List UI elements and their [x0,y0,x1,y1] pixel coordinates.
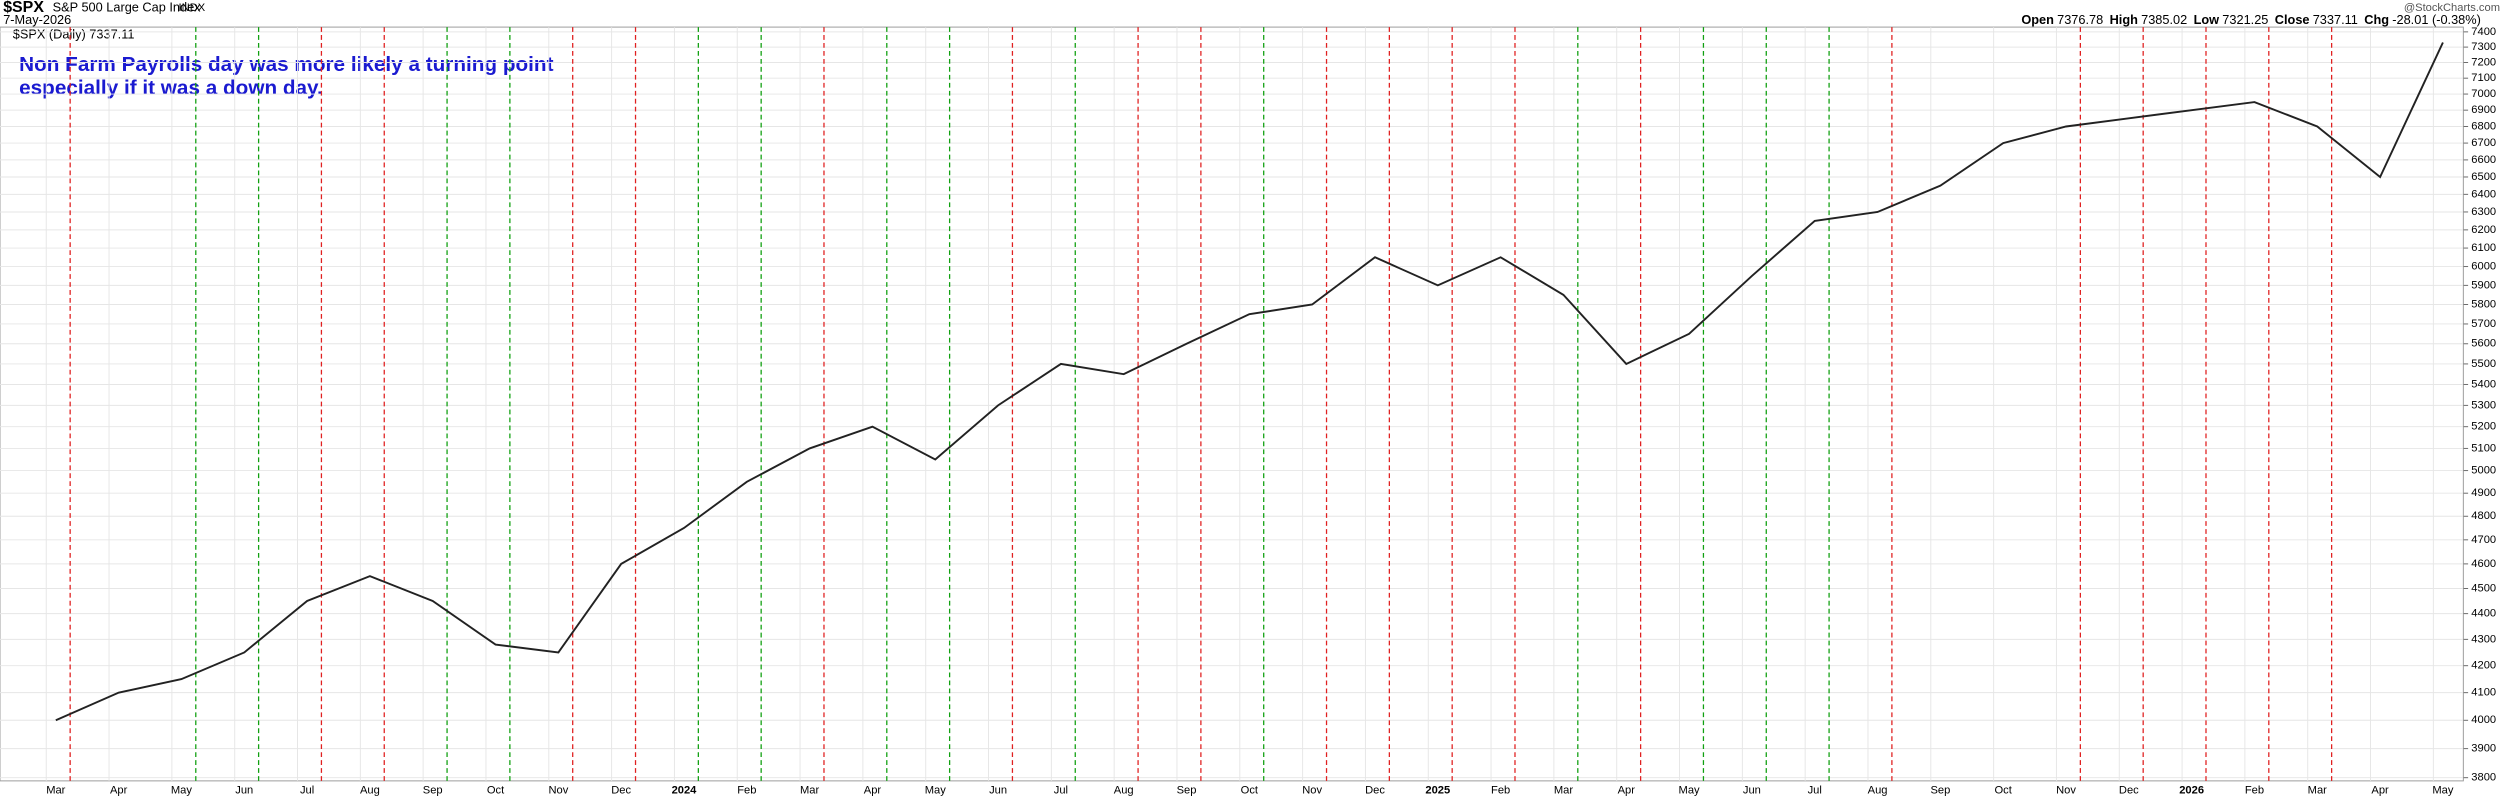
y-tick-label: 4600 [2471,558,2496,570]
y-tick-label: 5500 [2471,358,2496,370]
y-tick-label: 5800 [2471,298,2496,310]
x-tick-label: 2026 [2179,784,2204,796]
x-tick-label: Nov [1302,784,1322,796]
x-tick-label: Dec [2119,784,2139,796]
x-tick-label: 2025 [1425,784,1450,796]
annotation: especially if it was a down day. [19,77,323,100]
y-tick-label: 6400 [2471,188,2496,200]
y-tick-label: 4300 [2471,633,2496,645]
x-tick-label: Apr [864,784,882,796]
y-tick-label: 5000 [2471,465,2496,477]
y-tick-label: 5600 [2471,338,2496,350]
y-tick-label: 7200 [2471,56,2496,68]
y-tick-label: 3800 [2471,772,2496,784]
watermark: @StockCharts.com [2404,2,2500,14]
x-tick-label: Feb [1491,784,1510,796]
x-tick-label: Mar [1554,784,1573,796]
y-tick-label: 6200 [2471,224,2496,236]
x-tick-label: Nov [548,784,568,796]
quote: Open 7376.78 High 7385.02 Low 7321.25 Close 733… [2021,12,2481,27]
plot-frame [0,26,2464,782]
quote-value: 7321.25 [2222,12,2268,27]
y-tick-label: 3900 [2471,743,2496,755]
x-tick-label: Sep [1177,784,1197,796]
y-tick-label: 4000 [2471,714,2496,726]
y-tick-label: 5400 [2471,378,2496,390]
y-tick-label: 6600 [2471,154,2496,166]
price-line [55,42,2444,722]
quote-label: Chg [2364,12,2389,27]
quote-value: 7337.11 [2313,12,2358,27]
x-tick-label: Sep [423,784,443,796]
x-tick-label: Dec [1365,784,1385,796]
x-tick-label: Feb [737,784,756,796]
x-tick-label: May [2432,784,2453,796]
y-tick-label: 4200 [2471,660,2496,672]
x-tick-label: May [1679,784,1700,796]
x-tick-label: Mar [2308,784,2327,796]
quote-value: -28.01 (-0.38%) [2392,12,2481,27]
quote-value: 7376.78 [2057,12,2103,27]
y-tick-label: 6100 [2471,242,2496,254]
legend: $SPX (Daily) 7337.11 [13,26,135,41]
date: 7-May-2026 [3,12,71,27]
y-tick-label: 6000 [2471,261,2496,273]
y-tick-label: 4900 [2471,487,2496,499]
y-tick-label: 6900 [2471,104,2496,116]
x-tick-label: Apr [2371,784,2389,796]
x-tick-label: Mar [46,784,65,796]
y-tick-label: 6800 [2471,120,2496,132]
y-tick-label: 6500 [2471,171,2496,183]
y-tick-label: 6700 [2471,137,2496,149]
x-tick-label: Aug [1868,784,1888,796]
x-tick-label: Oct [1241,784,1259,796]
y-tick-label: 7300 [2471,41,2496,53]
x-tick-label: Oct [1995,784,2013,796]
x-tick-label: Apr [1618,784,1636,796]
symbol: $SPX [3,0,44,16]
y-tick-label: 6300 [2471,206,2496,218]
y-tick-label: 4700 [2471,534,2496,546]
y-tick-label: 5100 [2471,442,2496,454]
x-tick-label: Jun [1743,784,1761,796]
y-tick-label: 7000 [2471,88,2496,100]
y-tick-label: 5200 [2471,421,2496,433]
x-tick-label: Jun [235,784,253,796]
x-tick-label: Aug [1114,784,1134,796]
quote-label: High [2110,12,2138,27]
quote-label: Close [2275,12,2310,27]
x-tick-label: Sep [1930,784,1950,796]
x-tick-label: Oct [487,784,505,796]
x-tick-label: Mar [800,784,819,796]
x-tick-label: Feb [2245,784,2264,796]
x-tick-label: 2024 [672,784,698,796]
y-tick-label: 4100 [2471,687,2496,699]
x-tick-label: May [925,784,946,796]
x-tick-label: Aug [360,784,380,796]
y-tick-label: 4800 [2471,510,2496,522]
x-tick-label: Jul [1054,784,1068,796]
y-tick-label: 4500 [2471,582,2496,594]
x-tick-label: May [171,784,192,796]
exchange: INDX [179,2,206,14]
quote-label: Open [2021,12,2054,27]
y-tick-label: 5300 [2471,399,2496,411]
x-tick-label: Jun [989,784,1007,796]
y-tick-label: 7100 [2471,72,2496,84]
x-tick-label: Apr [110,784,128,796]
x-tick-label: Jul [300,784,314,796]
quote-label: Low [2194,12,2220,27]
quote-value: 7385.02 [2141,12,2187,27]
x-tick-label: Nov [2056,784,2076,796]
y-tick-label: 4400 [2471,608,2496,620]
y-tick-label: 7400 [2471,26,2496,38]
y-tick-label: 5900 [2471,279,2496,291]
annotation: Non Farm Payrolls day was more likely a … [19,53,553,76]
index-name: S&P 500 Large Cap Index [53,0,202,14]
x-tick-label: Dec [611,784,631,796]
x-tick-label: Jul [1808,784,1822,796]
y-tick-label: 5700 [2471,318,2496,330]
